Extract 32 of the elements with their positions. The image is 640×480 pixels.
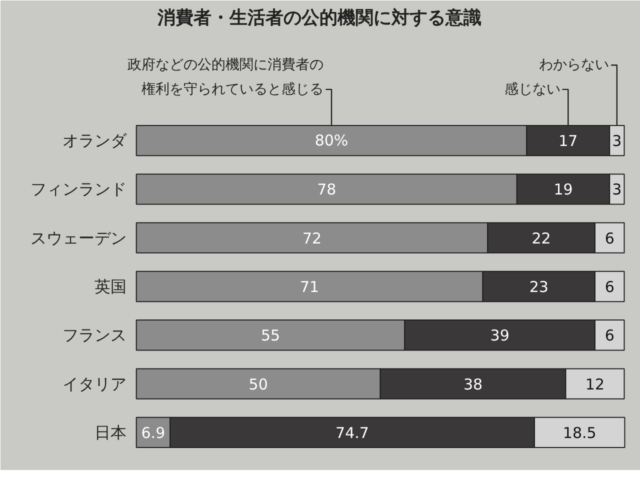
y-tick-label: 日本 bbox=[94, 422, 127, 442]
y-tick-label: フランス bbox=[62, 326, 127, 345]
data-label: 18.5 bbox=[562, 424, 596, 442]
data-label: 6.9 bbox=[141, 424, 166, 442]
data-label: 17 bbox=[558, 132, 578, 150]
data-label: 38 bbox=[463, 375, 483, 394]
data-label: 55 bbox=[260, 326, 280, 345]
data-label: 23 bbox=[529, 278, 548, 296]
data-label: 3 bbox=[612, 180, 622, 199]
chart-title: 消費者・生活者の公的機関に対する意識 bbox=[156, 8, 482, 28]
data-label: 72 bbox=[302, 229, 322, 248]
data-label: 22 bbox=[532, 229, 551, 248]
data-label: 71 bbox=[300, 278, 320, 296]
data-label: 39 bbox=[490, 326, 510, 345]
y-tick-label: オランダ bbox=[62, 131, 128, 150]
data-label: 80% bbox=[314, 132, 348, 150]
series-label: 感じない bbox=[504, 81, 560, 98]
y-tick-label: 英国 bbox=[94, 276, 127, 296]
series-label: 政府などの公的機関に消費者の権利を守られていると感じる bbox=[128, 57, 324, 98]
data-label: 50 bbox=[248, 375, 268, 394]
data-label: 74.7 bbox=[336, 424, 369, 442]
data-label: 6 bbox=[604, 326, 614, 345]
y-tick-label: フィンランド bbox=[30, 180, 127, 199]
y-tick-label: スウェーデン bbox=[30, 228, 127, 248]
data-label: 6 bbox=[604, 278, 614, 296]
data-label: 6 bbox=[604, 229, 614, 248]
y-tick-label: イタリア bbox=[62, 374, 127, 394]
data-label: 19 bbox=[554, 180, 573, 199]
data-label: 78 bbox=[317, 180, 336, 199]
text: わからない bbox=[539, 57, 610, 74]
data-label: 12 bbox=[585, 375, 605, 394]
data-label: 3 bbox=[612, 132, 622, 150]
